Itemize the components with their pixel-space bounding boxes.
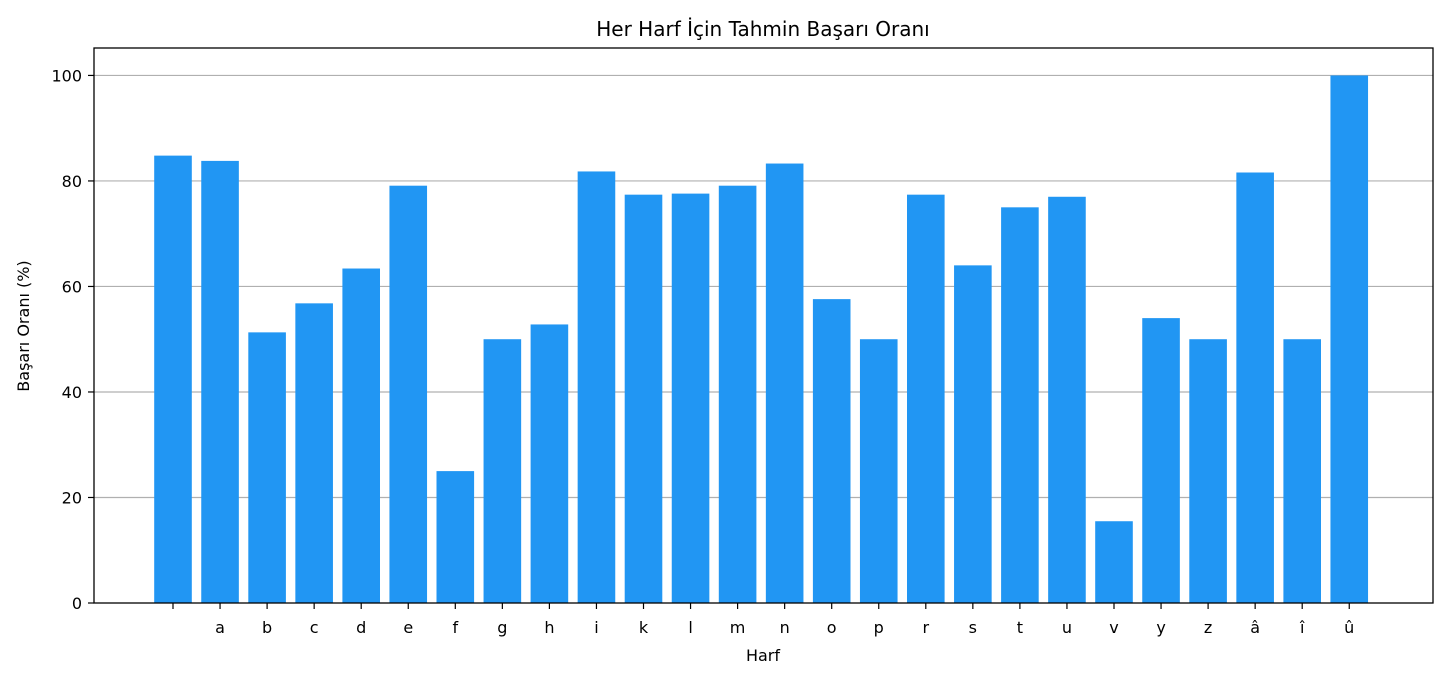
x-tick-label: r [923, 618, 930, 637]
x-axis-label: Harf [746, 646, 780, 665]
bar [624, 194, 663, 603]
plot-frame [93, 47, 1434, 604]
x-tick-label: p [874, 618, 884, 637]
chart-title: Her Harf İçin Tahmin Başarı Oranı [596, 17, 929, 41]
bar [389, 185, 428, 603]
bar [765, 163, 804, 603]
bar [907, 194, 945, 603]
bar [342, 268, 380, 603]
bar [1142, 318, 1180, 603]
bar [1330, 75, 1369, 603]
x-tick-label: d [356, 618, 366, 637]
bar [577, 171, 616, 604]
x-tick-label: h [544, 618, 554, 637]
y-tick-label: 100 [51, 66, 82, 85]
y-tick-label: 0 [72, 594, 82, 613]
x-tick-label: û [1344, 618, 1354, 637]
bar [1001, 207, 1039, 604]
bar [1189, 339, 1227, 603]
x-tick-label: t [1017, 618, 1023, 637]
x-tick-label: e [403, 618, 413, 637]
bar [859, 339, 898, 603]
x-tick-label: y [1156, 618, 1165, 637]
gridlines [94, 74, 1433, 499]
bar [671, 193, 710, 603]
x-tick-label: c [310, 618, 319, 637]
axes [93, 47, 1434, 604]
x-tick-label: â [1250, 618, 1260, 637]
bar [812, 299, 851, 603]
bar [154, 155, 192, 603]
y-tick-label: 40 [62, 383, 82, 402]
bar [201, 160, 239, 604]
x-tick-label: u [1062, 618, 1072, 637]
x-tick-label: a [215, 618, 225, 637]
x-tick-label: l [688, 618, 692, 637]
x-tick-label: n [780, 618, 790, 637]
bar [718, 185, 757, 603]
bar [483, 339, 522, 603]
bars [154, 75, 1369, 604]
bar [1048, 196, 1086, 604]
ticks: 0 20 40 60 80 100 a b c d e f g h i k l m n o p r s t u v y z â î û [51, 66, 1354, 637]
y-tick-label: 20 [62, 488, 82, 507]
x-tick-label: i [594, 618, 598, 637]
y-axis-label: Başarı Oranı (%) [14, 260, 33, 391]
y-tick-label: 80 [62, 172, 82, 191]
bar [436, 471, 475, 603]
x-tick-label: z [1204, 618, 1212, 637]
bar [248, 332, 286, 603]
bar [954, 265, 992, 603]
x-tick-label: s [969, 618, 977, 637]
x-tick-label: g [497, 618, 507, 637]
x-tick-label: v [1109, 618, 1118, 637]
x-tick-label: o [827, 618, 837, 637]
bar [295, 303, 333, 603]
bar [1236, 172, 1274, 603]
x-tick-label: f [452, 618, 458, 637]
x-tick-label: k [639, 618, 649, 637]
bar [1095, 521, 1133, 603]
bar [530, 324, 569, 603]
y-tick-label: 60 [62, 277, 82, 296]
x-tick-label: b [262, 618, 272, 637]
bar [1283, 339, 1321, 603]
x-tick-label: m [730, 618, 746, 637]
x-tick-label: î [1299, 618, 1305, 637]
